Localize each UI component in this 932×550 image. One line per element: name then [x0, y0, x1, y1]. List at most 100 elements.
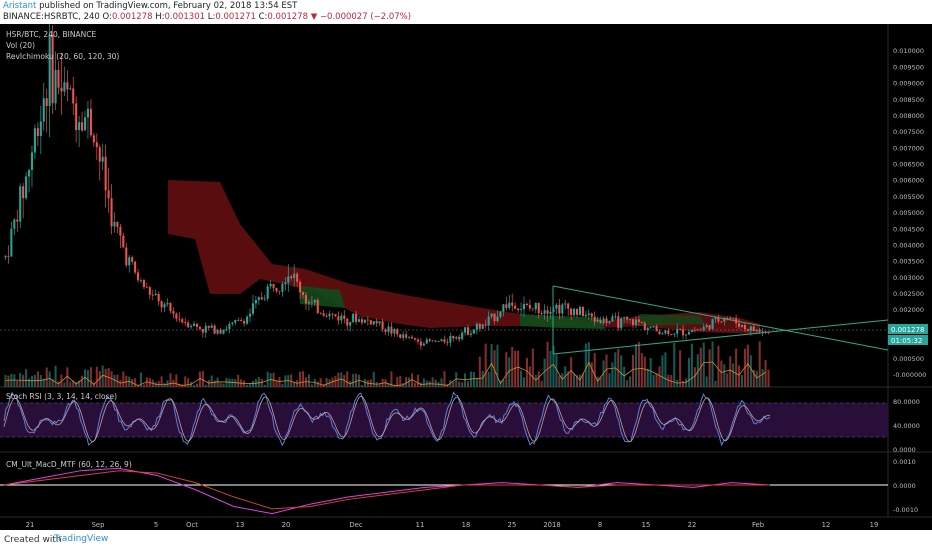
price-axis[interactable]: 0.010000 0.009500 0.009000 0.008500 0.008000…: [893, 47, 926, 379]
candle-body: [411, 336, 414, 339]
candle-body: [696, 329, 699, 331]
author-link[interactable]: Aristant: [3, 1, 37, 11]
candle-body: [357, 319, 361, 322]
volume-bar: [157, 381, 160, 387]
price-tick-label: -0.000000: [893, 371, 926, 379]
volume-bar: [69, 381, 72, 387]
chart-area[interactable]: HSR/BTC, 240, BINANCE Vol (20) RevIchimo…: [0, 0, 932, 530]
price-tick-label: 0.005000: [893, 209, 924, 217]
candle-body: [514, 305, 517, 309]
volume-bar: [634, 343, 637, 387]
descending-trendline[interactable]: [552, 285, 889, 351]
candle-body: [508, 302, 511, 308]
time-tick-label: 15: [642, 521, 651, 529]
volume-bar: [51, 379, 54, 387]
candle-body: [54, 69, 57, 104]
volume-bar: [508, 357, 511, 387]
last-price-text: 0.001278: [891, 326, 924, 334]
stoch-tick-label: 80.0000: [893, 398, 920, 406]
volume-bar: [39, 375, 42, 387]
candle-body: [484, 324, 487, 326]
volume-bar: [78, 380, 81, 387]
candle-body: [740, 324, 744, 327]
candle-body: [428, 339, 431, 342]
candle-body: [758, 329, 761, 332]
volume-bar: [411, 373, 414, 387]
candle-body: [578, 307, 582, 315]
candle-body: [581, 307, 584, 317]
volume-bar: [316, 381, 319, 387]
volume-bar: [7, 375, 10, 387]
stoch-axis[interactable]: 80.0000 40.0000 0.0000: [893, 398, 920, 454]
volume-bar: [299, 371, 302, 387]
macd-tick-label: -0.0010: [893, 506, 918, 514]
trendlines[interactable]: [0, 285, 889, 355]
published-text: published on TradingView.com, February 0…: [39, 1, 298, 11]
candle-body: [629, 319, 632, 321]
candle-body: [48, 34, 51, 107]
volume-bar: [587, 342, 590, 387]
volume-bar: [340, 372, 343, 387]
volume-bar: [599, 376, 602, 387]
candle-body: [443, 339, 446, 343]
volume-bar: [325, 377, 328, 387]
candle-body: [204, 325, 207, 333]
chart-svg[interactable]: HSR/BTC, 240, BINANCE Vol (20) RevIchimo…: [0, 0, 932, 530]
volume-bar: [113, 375, 116, 387]
candle-body: [402, 334, 405, 338]
macd-tick-label: 0.0000: [893, 482, 916, 490]
ascending-trendline[interactable]: [552, 319, 889, 355]
volume-bar: [455, 372, 458, 387]
volume-bar: [578, 374, 582, 387]
volume-bar: [195, 383, 199, 387]
volume-bar: [764, 360, 767, 387]
candle-body: [45, 98, 48, 107]
candle-body: [640, 322, 643, 324]
candle-body: [7, 256, 10, 257]
volume-bar: [705, 376, 708, 387]
volume-bar: [481, 370, 484, 387]
volume-bar: [192, 384, 196, 387]
candle-body: [464, 327, 467, 333]
volume-bar: [343, 375, 346, 387]
candle-body: [340, 315, 343, 321]
candle-body: [573, 308, 576, 316]
candle-body: [310, 302, 313, 303]
candle-body: [738, 323, 741, 327]
volume-bar: [626, 380, 629, 387]
candle-body: [505, 304, 508, 308]
price-tick-label: 0.010000: [893, 47, 924, 55]
time-tick-label: Dec: [349, 521, 362, 529]
legend-vol: Vol (20): [6, 41, 35, 50]
chart-header: Aristant published on TradingView.com, F…: [0, 0, 932, 24]
footer: Created with TradingView: [0, 530, 932, 550]
candles: [4, 0, 770, 350]
cloud-bull-2: [520, 314, 605, 329]
open-value: 0.001278: [111, 12, 153, 22]
candle-body: [36, 128, 39, 137]
candle-body: [216, 329, 219, 334]
candle-body: [92, 135, 95, 143]
time-axis[interactable]: 21 Sep 5 Oct 13 20 Dec 11 18 25 2018 8 15 22 Feb 12 19: [26, 521, 879, 529]
candle-body: [711, 319, 714, 330]
candle-body: [481, 324, 484, 329]
volume-bar: [611, 362, 614, 387]
candle-body: [593, 316, 596, 322]
volume-bar: [408, 377, 411, 387]
candle-body: [416, 339, 419, 342]
candle-body: [499, 311, 502, 317]
candle-body: [561, 304, 564, 314]
price-tick-label: 0.009000: [893, 80, 924, 88]
volume-bar: [204, 384, 207, 387]
tradingview-logo-icon[interactable]: TradingView: [54, 534, 109, 544]
high-label: H:: [155, 12, 165, 22]
volume-bar: [505, 352, 508, 387]
volume-bar: [169, 373, 172, 387]
candle-body: [755, 329, 758, 332]
macd-axis[interactable]: 0.0010 0.0000 -0.0010: [893, 458, 918, 514]
candle-body: [405, 334, 408, 338]
candle-body: [172, 311, 175, 314]
candle-body: [4, 256, 7, 258]
candle-body: [234, 320, 237, 323]
candle-body: [178, 318, 181, 320]
